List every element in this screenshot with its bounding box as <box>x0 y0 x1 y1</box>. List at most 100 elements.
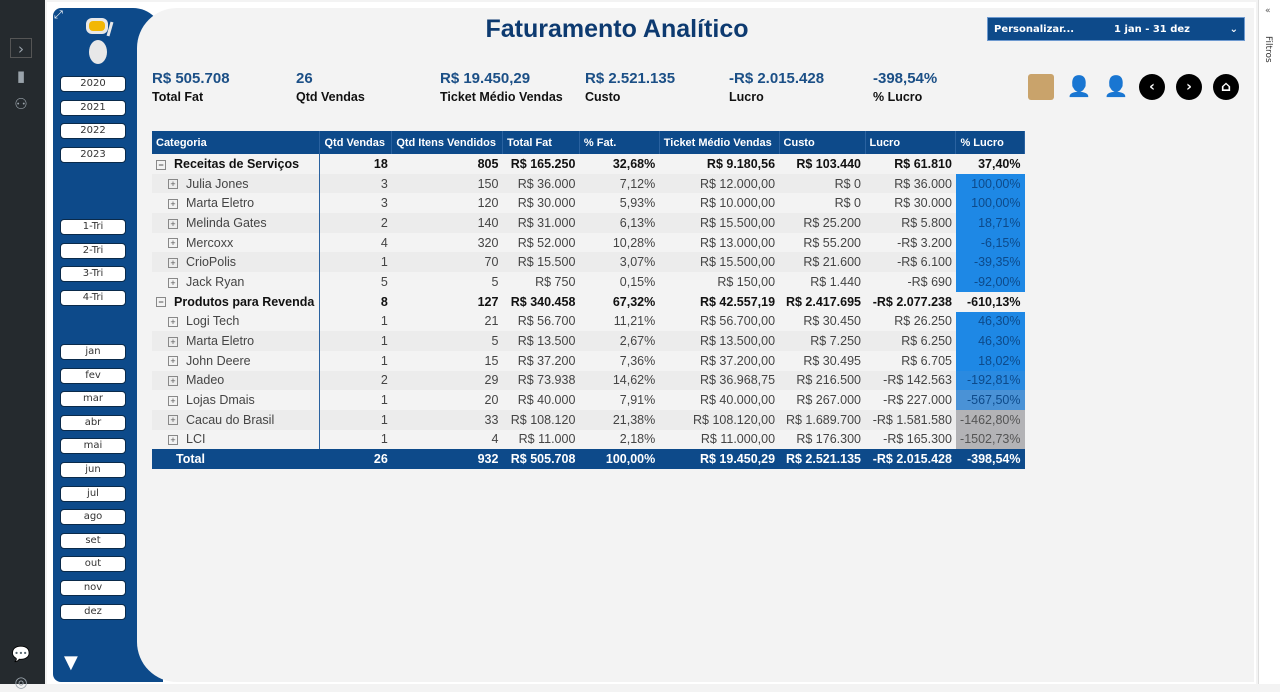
expand-icon[interactable]: + <box>168 218 178 229</box>
seller-icon[interactable]: 👤 <box>1103 74 1129 98</box>
expand-icon[interactable]: + <box>168 317 178 328</box>
quarter-button-4-Tri[interactable]: 4-Tri <box>60 289 126 306</box>
column-header[interactable]: Qtd Vendas <box>319 131 393 154</box>
expand-icon[interactable]: + <box>168 415 178 426</box>
feedback-icon[interactable]: ◎ <box>14 673 28 691</box>
expand-nav-icon[interactable]: › <box>10 38 32 58</box>
cell: -R$ 2.077.238 <box>872 294 952 309</box>
filter-icon[interactable]: ▼ <box>64 652 78 673</box>
expand-icon[interactable]: + <box>168 435 178 446</box>
collapse-icon[interactable]: « <box>1265 6 1271 16</box>
expand-icon[interactable]: + <box>168 356 178 367</box>
cell: 18 <box>373 156 388 171</box>
expand-icon[interactable]: + <box>168 336 178 347</box>
quarter-button-2-Tri[interactable]: 2-Tri <box>60 242 126 259</box>
back-icon[interactable]: ‹ <box>1139 74 1165 100</box>
page-title: Faturamento Analítico <box>485 15 749 43</box>
column-header[interactable]: Lucro <box>865 131 957 154</box>
chat-icon[interactable]: 💬 <box>11 645 31 663</box>
expand-icon[interactable]: + <box>168 179 178 190</box>
cell: 18,02% <box>955 350 1025 371</box>
cell: R$ 15.500 <box>502 252 580 273</box>
expand-icon[interactable]: + <box>168 376 178 387</box>
row-label: Melinda Gates <box>186 215 267 230</box>
home-icon[interactable]: ⌂ <box>1213 74 1239 100</box>
year-button-2022[interactable]: 2022 <box>60 123 126 140</box>
cell: 100,00% <box>955 173 1025 194</box>
table-row: + John Deere 1 15 R$ 37.200 7,36% R$ 37.200,00… <box>152 350 1025 371</box>
column-header[interactable]: % Lucro <box>955 131 1025 154</box>
user-icon[interactable]: ⚇ <box>14 95 28 113</box>
collapse-icon[interactable]: − <box>156 297 166 308</box>
expand-icon[interactable]: + <box>168 277 178 288</box>
expand-icon[interactable]: + <box>168 395 178 406</box>
table-row: + Jack Ryan 5 5 R$ 750 0,15% R$ 150,00 R$ 1.440… <box>152 272 1025 292</box>
chevron-down-icon[interactable]: ⌄ <box>1229 23 1238 35</box>
year-button-2020[interactable]: 2020 <box>60 76 126 92</box>
month-button-abr[interactable]: abr <box>60 414 126 431</box>
column-header[interactable]: Total Fat <box>502 131 580 154</box>
month-button-jun[interactable]: jun <box>60 462 126 478</box>
month-button-out[interactable]: out <box>60 556 126 573</box>
row-label: Logi Tech <box>186 314 240 329</box>
table-row: + Madeo 2 29 R$ 73.938 14,62% R$ 36.968,75 R$ 2… <box>152 370 1025 391</box>
month-button-jul[interactable]: jul <box>60 485 126 502</box>
month-button-jan[interactable]: jan <box>60 344 126 360</box>
cell: R$ 2.417.695 <box>785 294 861 309</box>
expand-icon[interactable]: + <box>168 238 178 249</box>
quarter-button-1-Tri[interactable]: 1-Tri <box>60 219 126 235</box>
year-button-2023[interactable]: 2023 <box>60 146 126 163</box>
date-range-slicer[interactable]: Personalizar... 1 jan - 31 dez ⌄ <box>987 17 1245 41</box>
cell: 11,21% <box>613 314 656 329</box>
cell: 8 <box>380 294 388 309</box>
kpi-value: R$ 19.450,29 <box>440 70 531 87</box>
cell: R$ 61.810 <box>894 156 952 171</box>
cell: 120 <box>477 196 499 211</box>
reports-icon[interactable]: ▮ <box>16 67 26 85</box>
month-button-fev[interactable]: fev <box>60 367 126 384</box>
year-button-2021[interactable]: 2021 <box>60 99 126 116</box>
kpi-card: R$ 19.450,29 Ticket Médio Vendas <box>440 70 563 104</box>
column-header[interactable]: Custo <box>779 131 866 154</box>
row-label-cell: + Lojas Dmais <box>152 390 321 410</box>
expand-icon[interactable]: + <box>168 257 178 268</box>
cell: 2,67% <box>579 331 660 351</box>
column-header[interactable]: Qtd Itens Vendidos <box>391 131 503 154</box>
column-header[interactable]: Categoria <box>152 131 321 154</box>
column-header[interactable]: Ticket Médio Vendas <box>659 131 780 154</box>
month-button-nov[interactable]: nov <box>60 580 126 596</box>
client-icon[interactable]: 👤 <box>1066 74 1092 98</box>
month-button-mar[interactable]: mar <box>60 391 126 408</box>
row-label: Mercoxx <box>186 235 234 250</box>
total-cell: 932 <box>391 449 503 469</box>
cell: R$ 9.180,56 <box>706 156 776 171</box>
forward-icon[interactable]: › <box>1176 74 1202 100</box>
row-label: Marta Eletro <box>186 334 255 349</box>
month-button-ago[interactable]: ago <box>60 509 126 526</box>
cell: 1 <box>319 409 392 430</box>
month-button-dez[interactable]: dez <box>60 603 126 620</box>
cell: R$ 10.000,00 <box>699 196 776 211</box>
filters-pane[interactable]: « Filtros <box>1258 0 1280 684</box>
cell: R$ 37.200,00 <box>699 353 776 368</box>
collapse-icon[interactable]: − <box>156 159 166 170</box>
boxes-icon[interactable] <box>1028 74 1054 100</box>
cell: R$ 25.200 <box>779 213 865 233</box>
table-row: + Mercoxx 4 320 R$ 52.000 10,28% R$ 13.000,00 R… <box>152 232 1025 253</box>
month-button-set[interactable]: set <box>60 532 126 549</box>
cell: -R$ 165.300 <box>883 432 952 447</box>
cell: 0,15% <box>619 274 656 289</box>
cell: R$ 6.705 <box>901 353 952 368</box>
column-header[interactable]: % Fat. <box>579 131 660 154</box>
focus-mode-icon[interactable]: ⤢ <box>54 8 63 21</box>
cell: R$ 108.120 <box>502 409 580 430</box>
cell: -R$ 1.581.580 <box>865 409 956 430</box>
quarter-button-3-Tri[interactable]: 3-Tri <box>60 266 126 283</box>
month-button-mai[interactable]: mai <box>60 438 126 455</box>
expand-icon[interactable]: + <box>168 198 178 209</box>
row-label: CrioPolis <box>186 255 237 270</box>
cell: R$ 103.440 <box>796 156 861 171</box>
cell: 140 <box>391 213 503 233</box>
cell: 1 <box>380 353 388 368</box>
cell: R$ 13.500,00 <box>659 331 780 351</box>
